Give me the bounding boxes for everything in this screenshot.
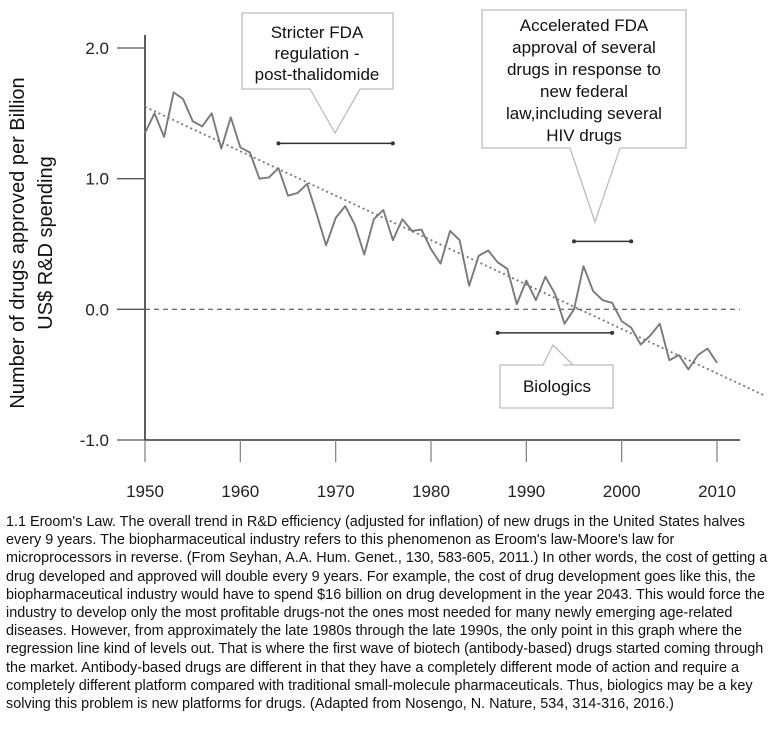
x-ticks: 1950 1960 1970 1980 1990 2000 2010 (126, 440, 736, 501)
annotation-text-line: HIV drugs (546, 126, 622, 145)
annotation-text-line: regulation - (274, 44, 359, 63)
chart: 1950 1960 1970 1980 1990 2000 2010 2.0 1.0 0.0 -1… (7, 9, 766, 501)
series-line (144, 91, 718, 371)
period-bar-end (629, 239, 634, 244)
annotation-text-line: drugs in response to (507, 60, 661, 79)
callout-arrow-down (481, 9, 687, 225)
annotation-biologics: Biologics (495, 330, 615, 409)
period-bar-end (495, 330, 500, 335)
y-tick-label: -1.0 (80, 431, 109, 450)
x-tick-label: 1950 (126, 482, 164, 501)
annotation-text-line: Biologics (523, 377, 591, 396)
period-bar-end (572, 239, 576, 244)
y-tick-label: 2.0 (85, 39, 109, 58)
period-bar-end (610, 330, 615, 335)
annotation-text-line: Stricter FDA (271, 23, 364, 42)
annotation-text-line: Accelerated FDA (520, 16, 649, 35)
annotation-fda-regulation: Stricter FDA regulation - post-thalidomi… (241, 12, 395, 146)
y-ticks: 2.0 1.0 0.0 -1.0 (80, 39, 145, 450)
x-tick-label: 1970 (317, 482, 355, 501)
annotation-accelerated-approval: Accelerated FDA approval of several drug… (481, 9, 687, 244)
callout-arrow-up (499, 343, 614, 409)
x-tick-label: 1980 (412, 482, 450, 501)
x-tick-label: 1990 (507, 482, 545, 501)
trend-line (144, 105, 766, 397)
x-tick-label: 2000 (603, 482, 641, 501)
period-bar-end (390, 141, 395, 146)
annotation-text-line: post-thalidomide (255, 65, 380, 84)
period-bar-end (276, 141, 281, 146)
x-tick-label: 1960 (221, 482, 259, 501)
y-tick-label: 1.0 (85, 170, 109, 189)
callout-arrow-down (241, 12, 394, 135)
y-tick-label: 0.0 (85, 300, 109, 319)
annotation-text-line: new federal (540, 82, 628, 101)
figure-caption: 1.1 Eroom's Law. The overall trend in R&… (6, 514, 768, 713)
y-axis-label-line-2: US$ R&D spending (35, 156, 57, 329)
x-tick-label: 2010 (698, 482, 736, 501)
y-axis-label-line-1: Number of drugs approved per Billion (7, 77, 29, 408)
annotation-text-line: approval of several (512, 38, 656, 57)
annotation-text-line: law,including several (506, 104, 662, 123)
